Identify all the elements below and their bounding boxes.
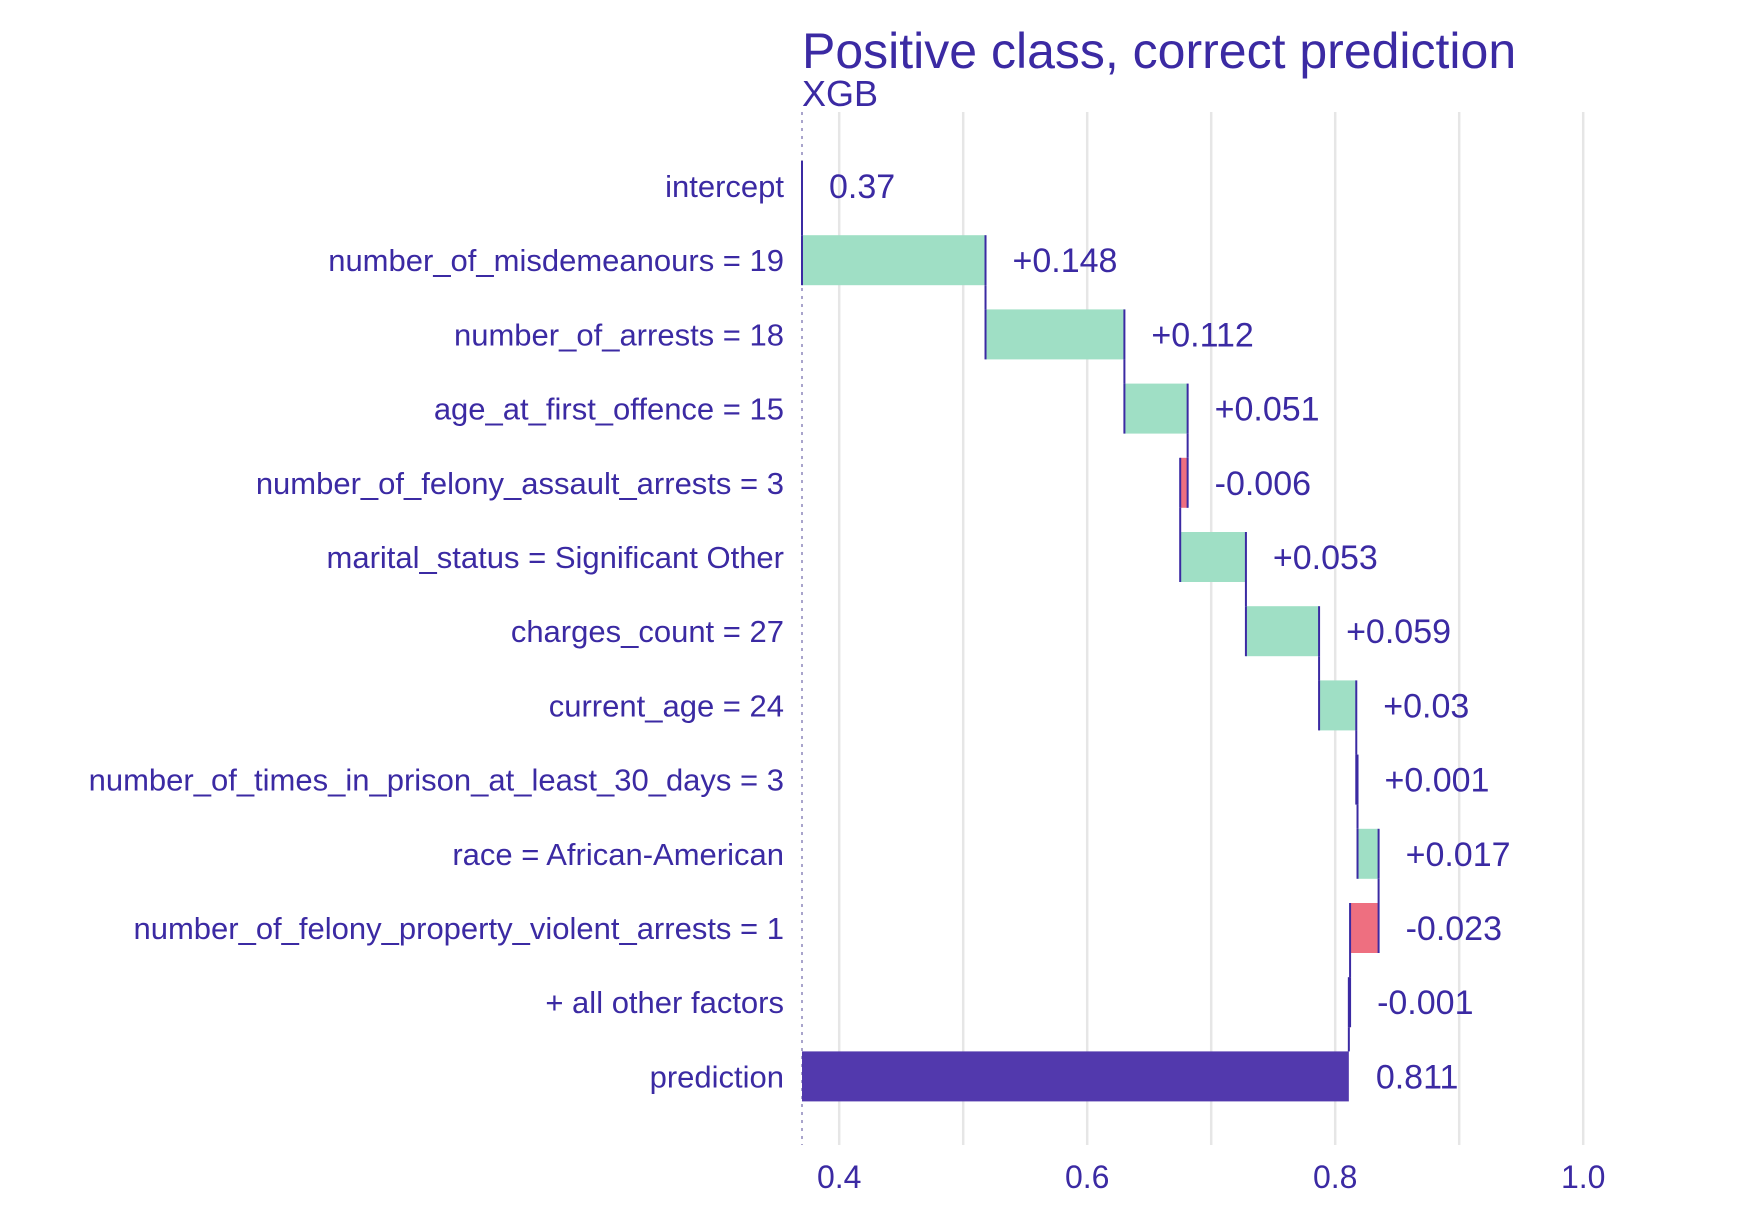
value-label: +0.001 [1385, 762, 1490, 800]
bar-positive [1357, 828, 1379, 879]
value-label: +0.148 [1013, 242, 1118, 280]
value-label: 0.37 [829, 168, 895, 206]
bar-positive [1245, 606, 1320, 657]
bar-negative [1180, 457, 1188, 508]
label-layer: intercept 0.37 number_of_misdemeanours = 1… [89, 168, 1511, 1096]
value-label: +0.059 [1346, 613, 1451, 651]
bar-intercept [801, 161, 803, 211]
chart-subtitle: XGB [802, 73, 878, 114]
bar-positive [985, 309, 1125, 360]
x-tick-label: 0.6 [1065, 1159, 1109, 1195]
connector-layer [801, 211, 1380, 1052]
row-label: number_of_arrests = 18 [454, 317, 784, 352]
x-tick-label: 0.8 [1313, 1159, 1357, 1195]
row-label: + all other factors [545, 985, 784, 1020]
row-label: race = African-American [452, 837, 784, 872]
row-label: number_of_times_in_prison_at_least_30_da… [89, 763, 784, 798]
row-label: age_at_first_offence = 15 [434, 392, 784, 427]
x-tick-label: 0.4 [817, 1159, 861, 1195]
tick-layer: 0.4 0.6 0.8 1.0 [817, 1159, 1605, 1195]
bar-positive [1124, 383, 1188, 434]
bar-positive [1319, 680, 1357, 731]
value-label: +0.051 [1215, 391, 1320, 429]
value-label: 0.811 [1376, 1058, 1459, 1096]
row-label: number_of_felony_assault_arrests = 3 [256, 466, 784, 501]
bar-positive [1180, 532, 1246, 582]
chart-title: Positive class, correct prediction [802, 23, 1516, 79]
value-label: -0.023 [1406, 910, 1502, 948]
bar-positive [802, 235, 986, 286]
row-label: intercept [665, 169, 784, 204]
bar-prediction [802, 1051, 1349, 1102]
value-label: +0.017 [1406, 836, 1511, 874]
value-label: -0.001 [1377, 984, 1473, 1022]
row-label: prediction [650, 1059, 784, 1094]
bar-layer [801, 161, 1379, 1102]
row-label: current_age = 24 [549, 688, 784, 723]
value-label: +0.03 [1383, 687, 1469, 725]
x-tick-label: 1.0 [1561, 1159, 1605, 1195]
value-label: +0.053 [1273, 539, 1378, 577]
value-label: +0.112 [1151, 316, 1253, 354]
row-label: number_of_misdemeanours = 19 [328, 243, 784, 278]
value-label: -0.006 [1215, 465, 1311, 503]
bar-negative [1350, 903, 1379, 953]
row-label: marital_status = Significant Other [327, 540, 784, 575]
row-label: charges_count = 27 [511, 614, 784, 649]
row-label: number_of_felony_property_violent_arrest… [133, 911, 784, 946]
